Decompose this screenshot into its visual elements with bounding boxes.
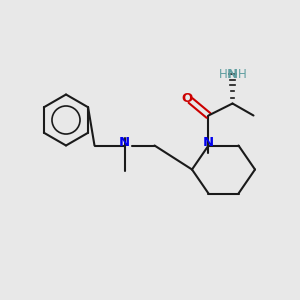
Text: N: N: [203, 136, 214, 149]
Text: N: N: [119, 136, 130, 149]
Text: O: O: [181, 92, 193, 106]
Text: H: H: [238, 68, 247, 82]
Text: H: H: [218, 68, 227, 82]
Text: N: N: [227, 68, 238, 82]
